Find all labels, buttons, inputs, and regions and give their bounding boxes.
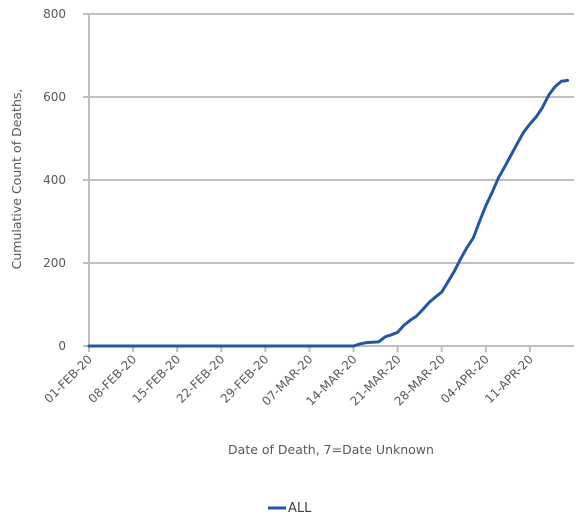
- y-tick-label-800: 800: [43, 7, 66, 21]
- y-tick-label-600: 600: [43, 90, 66, 104]
- legend: ALL: [268, 501, 312, 516]
- y-tick-label-400: 400: [43, 173, 66, 187]
- x-tick-label-10: 11-APR-20: [482, 352, 536, 406]
- series-lines: [87, 78, 570, 348]
- x-axis-title: Date of Death, 7=Date Unknown: [228, 442, 434, 457]
- y-tick-label-200: 200: [43, 256, 66, 270]
- y-tick-label-0: 0: [58, 339, 66, 353]
- y-tick-labels: 0 200 400 600 800: [43, 7, 66, 353]
- series-line-0: [87, 78, 570, 348]
- x-tick-labels: 01-FEB-2008-FEB-2015-FEB-2022-FEB-2029-F…: [41, 352, 536, 408]
- gridlines: [89, 13, 574, 264]
- legend-label-all: ALL: [288, 501, 312, 516]
- y-axis-title: Cumulative Count of Deaths,: [9, 89, 24, 270]
- axes: [83, 13, 574, 352]
